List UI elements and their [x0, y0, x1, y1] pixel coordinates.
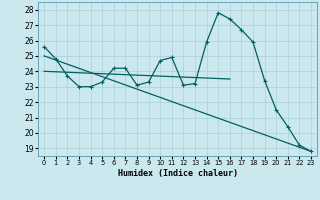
X-axis label: Humidex (Indice chaleur): Humidex (Indice chaleur): [118, 169, 238, 178]
